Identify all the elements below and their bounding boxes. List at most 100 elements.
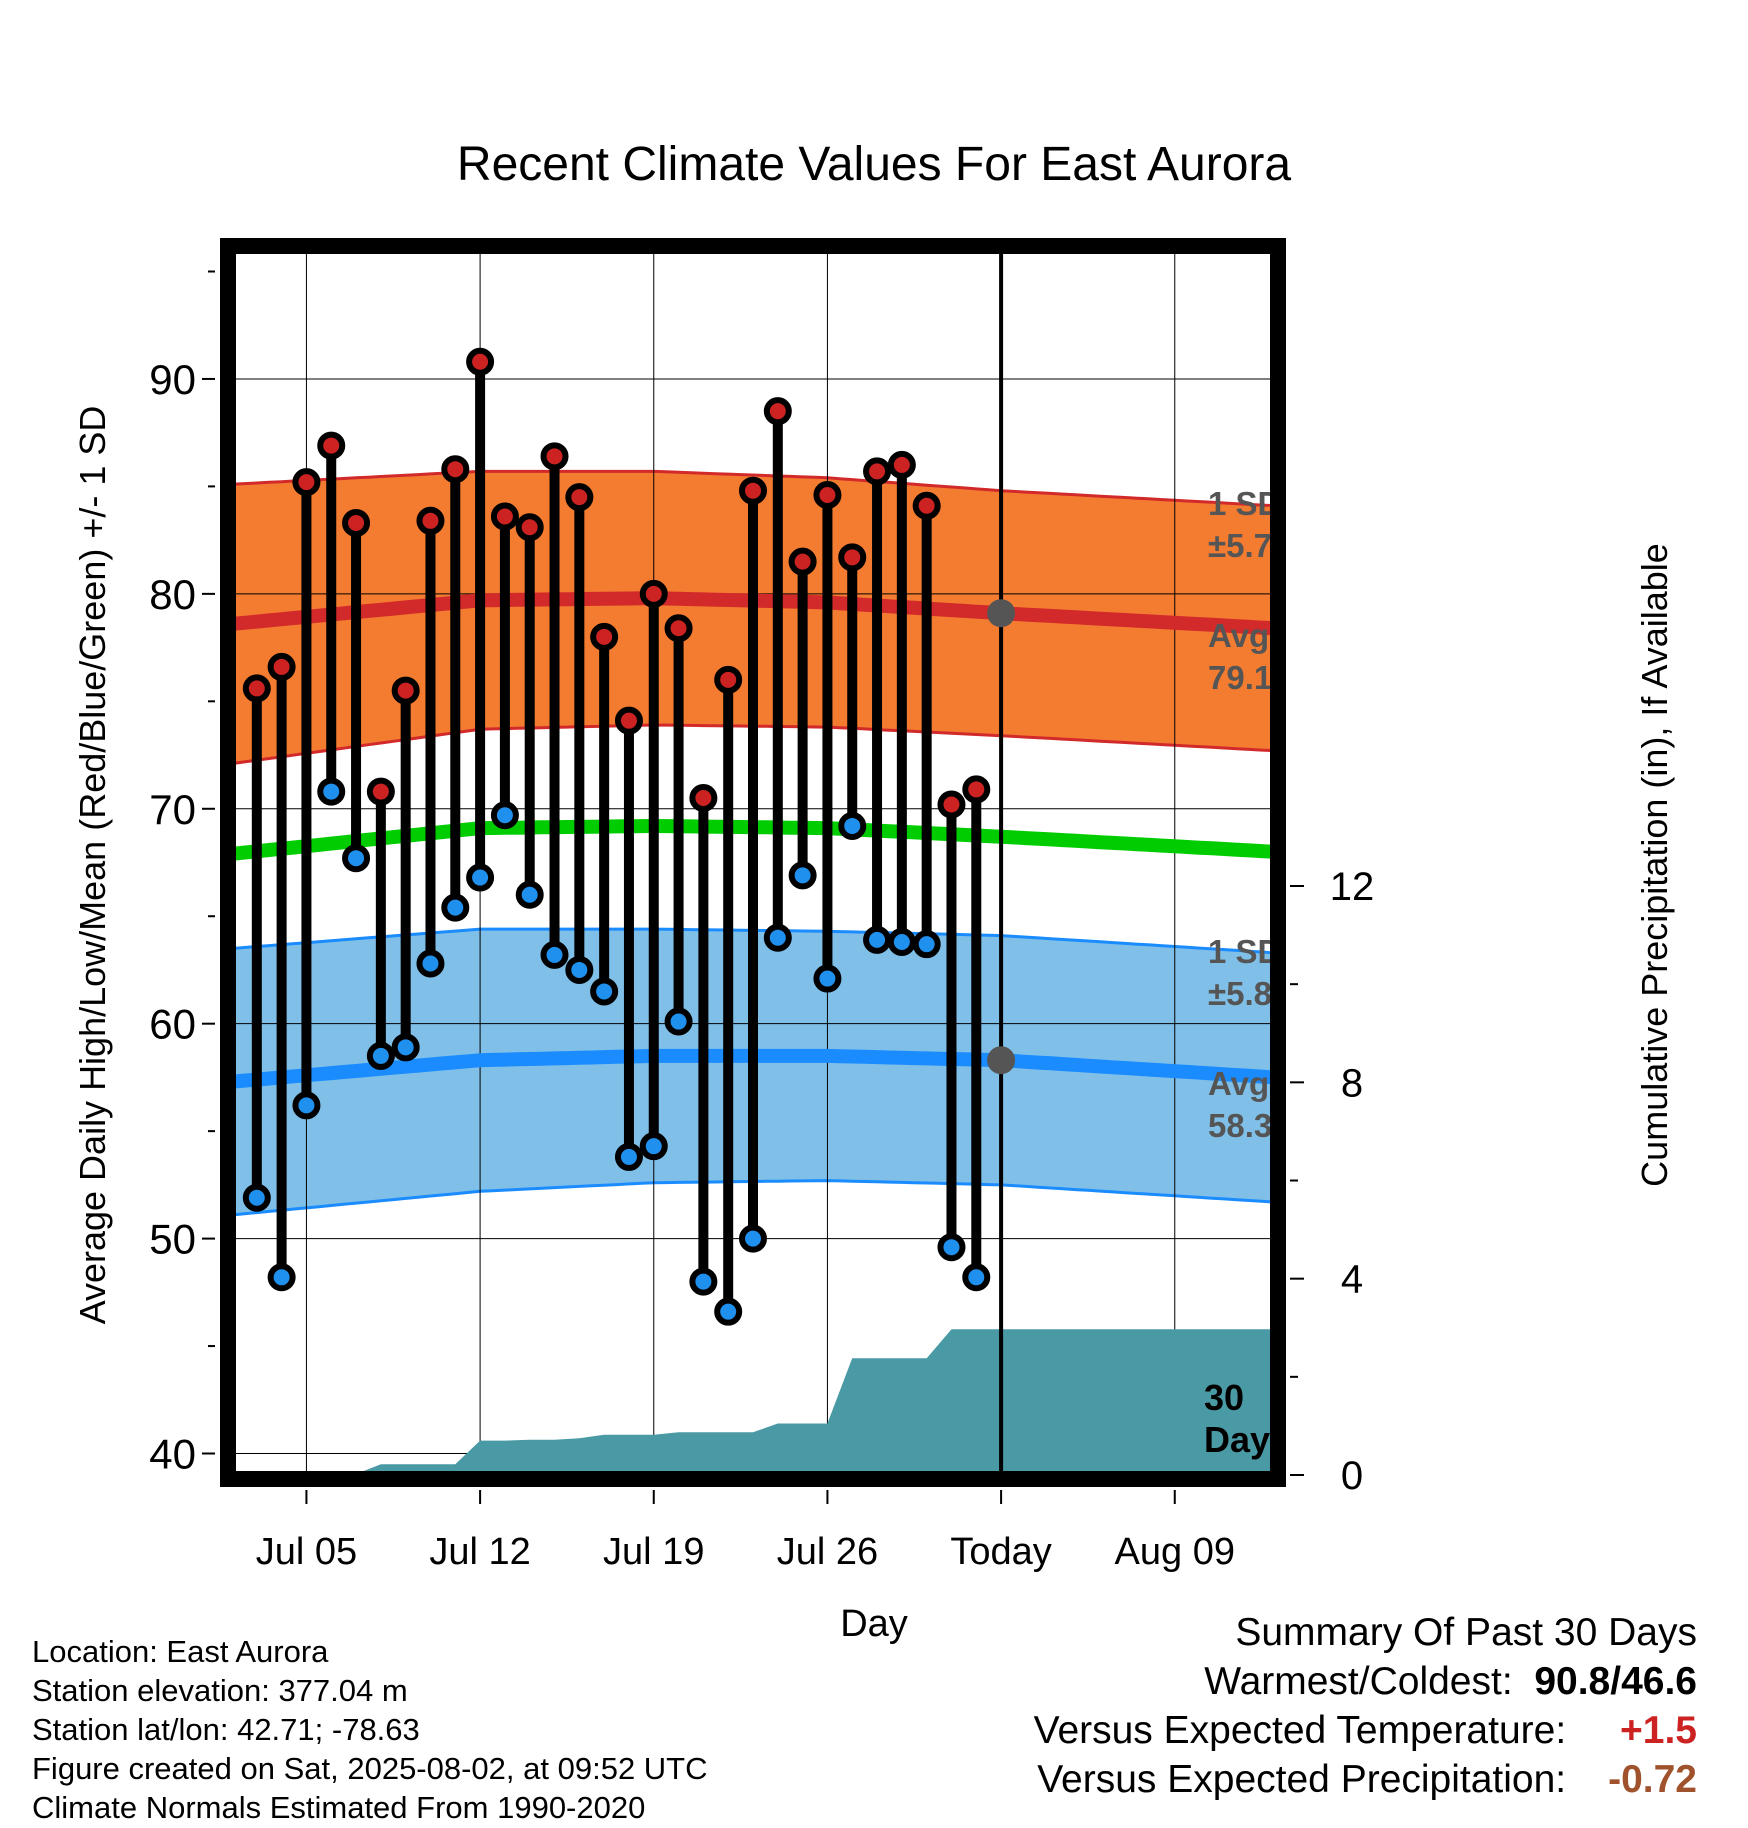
low-temp-point: [689, 1267, 718, 1296]
high-today-avg-marker: [987, 599, 1016, 628]
high-temp-point: [912, 491, 941, 520]
coldest-value: 46.6: [1621, 1660, 1697, 1703]
precip-value: -0.72: [1608, 1758, 1697, 1801]
warm-cold-slash: /: [1610, 1660, 1622, 1703]
footer-latlon: Station lat/lon: 42.71; -78.63: [32, 1712, 420, 1747]
footer-elevation: Station elevation: 377.04 m: [32, 1673, 408, 1708]
y2-axis-label: Cumulative Precipitation (in), If Availa…: [1634, 543, 1675, 1187]
low-avg-label: Avg:: [1208, 1065, 1280, 1102]
low-sd-value: ±5.8°F: [1208, 975, 1305, 1012]
high-temp-point: [292, 468, 321, 497]
summary-title: Summary Of Past 30 Days: [1235, 1611, 1697, 1654]
low-temp-point: [788, 861, 817, 890]
y-tick-label: 70: [149, 786, 196, 833]
high-temp-point: [739, 476, 767, 505]
x-tick-label: Aug 09: [1115, 1531, 1235, 1573]
y-tick-label: 50: [149, 1216, 196, 1263]
low-temp-point: [416, 949, 445, 978]
high-temp-point: [962, 775, 991, 804]
low-temp-point: [590, 977, 619, 1006]
y-axis-label: Average Daily High/Low/Mean (Red/Blue/Gr…: [72, 406, 113, 1325]
low-temp-point: [714, 1297, 743, 1326]
high-avg-label: Avg:: [1208, 617, 1280, 654]
today-window-count: 30: [1204, 1377, 1244, 1418]
high-temp-point: [689, 784, 718, 813]
summary-panel: Summary Of Past 30 Days Warmest/Coldest:…: [1034, 1608, 1697, 1804]
high-temp-point: [490, 502, 519, 531]
high-temp-point: [937, 790, 966, 819]
high-temp-point: [515, 513, 544, 542]
high-temp-point: [788, 547, 817, 576]
high-sd-value: ±5.7°F: [1208, 527, 1305, 564]
low-temp-point: [490, 801, 519, 830]
chart-title: Recent Climate Values For East Aurora: [457, 138, 1291, 191]
high-temp-point: [416, 506, 445, 535]
high-temp-point: [565, 483, 594, 512]
low-avg-value: 58.3°F: [1208, 1107, 1306, 1144]
plot-clip-group: 1 SD: ±5.7°F Avg: 79.1°F 1 SD: ±5.8°F Avg: 58.3…: [232, 250, 1306, 1475]
high-temp-point: [639, 579, 668, 608]
footer-location: Location: East Aurora: [32, 1634, 329, 1669]
low-temp-point: [466, 863, 495, 892]
low-temp-point: [267, 1263, 296, 1292]
low-temp-point: [317, 777, 346, 806]
high-temp-point: [614, 706, 643, 735]
low-temp-point: [937, 1233, 966, 1262]
high-temp-point: [391, 676, 420, 705]
high-temp-point: [763, 397, 792, 426]
low-temp-point: [242, 1183, 271, 1212]
high-temp-point: [366, 777, 395, 806]
y-tick-label: 60: [149, 1001, 196, 1048]
summary-precip-row: Versus Expected Precipitation: -0.72: [1034, 1755, 1697, 1804]
high-temp-point: [590, 622, 619, 651]
low-temp-point: [391, 1033, 420, 1062]
high-temp-point: [342, 508, 371, 537]
low-temp-point: [863, 925, 892, 954]
high-temp-point: [838, 543, 867, 572]
plot-frame: [220, 238, 1286, 1487]
low-temp-point: [739, 1224, 767, 1253]
summary-warm-cold-row: Warmest/Coldest: 90.8/46.6: [1034, 1657, 1697, 1706]
y-tick-label: 90: [149, 356, 196, 403]
high-sd-label: 1 SD:: [1208, 485, 1292, 522]
low-temp-point: [441, 893, 470, 922]
x-tick-label: Jul 05: [256, 1531, 357, 1573]
low-temp-point: [639, 1132, 668, 1161]
low-temp-point: [813, 964, 842, 993]
footer-created: Figure created on Sat, 2025-08-02, at 09…: [32, 1751, 708, 1786]
y-tick-label: 80: [149, 571, 196, 618]
footer-info: Location: East Aurora Station elevation:…: [32, 1632, 708, 1827]
footer-normals: Climate Normals Estimated From 1990-2020: [32, 1790, 646, 1825]
low-sd-label: 1 SD:: [1208, 933, 1292, 970]
high-temp-point: [664, 614, 693, 643]
low-temp-point: [912, 930, 941, 959]
high-temp-point: [317, 431, 346, 460]
warmest-value: 90.8: [1534, 1660, 1611, 1703]
high-temp-point: [863, 457, 892, 486]
temp-label: Versus Expected Temperature:: [1033, 1709, 1567, 1752]
low-temp-point: [540, 940, 569, 969]
low-temp-point: [887, 928, 916, 957]
low-today-avg-marker: [987, 1046, 1016, 1075]
warm-cold-label: Warmest/Coldest:: [1204, 1660, 1513, 1703]
low-temp-point: [342, 844, 371, 873]
high-sd-upper-line: [232, 469, 1274, 508]
today-window-unit: Days: [1204, 1419, 1290, 1460]
high-temp-point: [714, 665, 743, 694]
high-temp-point: [242, 674, 271, 703]
high-temp-point: [267, 652, 296, 681]
x-tick-label: Jul 26: [777, 1531, 878, 1573]
high-temp-point: [466, 347, 495, 376]
high-temp-point: [813, 481, 842, 509]
low-temp-point: [838, 811, 867, 840]
y2-tick-label: 0: [1341, 1454, 1363, 1498]
axes: 40 50 60 70 80 90 0 4 8 12 Jul 05 Jul 12 Jul 19 Jul 2…: [149, 238, 1375, 1573]
y2-tick-label: 12: [1330, 865, 1375, 909]
x-tick-label: Jul 12: [429, 1531, 530, 1573]
low-temp-point: [565, 955, 594, 984]
y2-tick-label: 8: [1341, 1061, 1363, 1105]
low-temp-point: [292, 1091, 321, 1120]
high-avg-value: 79.1°F: [1208, 659, 1306, 696]
high-temp-point: [441, 455, 470, 484]
